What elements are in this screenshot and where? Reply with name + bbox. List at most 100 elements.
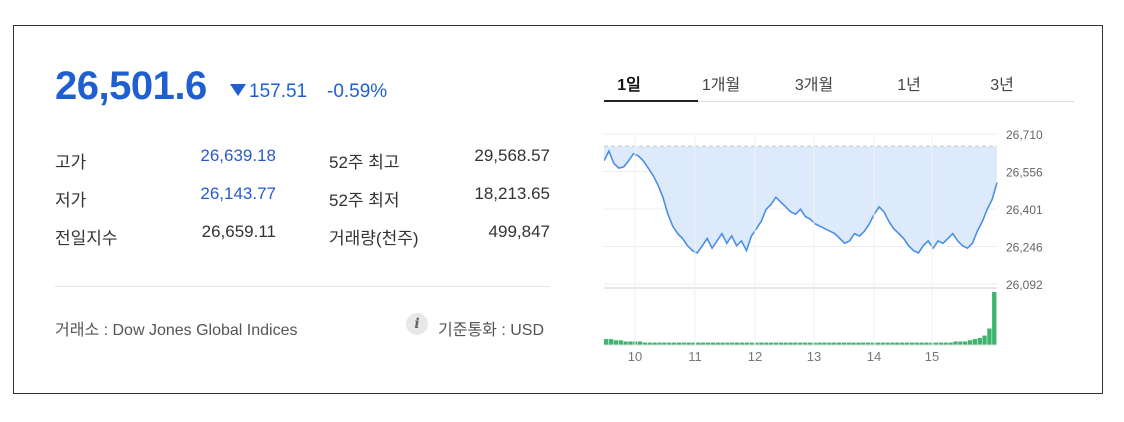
volume-bar <box>739 342 745 345</box>
volume-bar <box>696 342 701 345</box>
volume-bar <box>958 341 963 345</box>
change-points: 157.51 <box>249 81 308 102</box>
volume-bar <box>735 342 740 345</box>
volume-bar <box>788 342 793 345</box>
volume-bar <box>807 342 813 345</box>
low-value: 26,143.77 <box>200 184 276 203</box>
volume-bar <box>972 339 977 345</box>
x-tick-label: 15 <box>925 349 939 364</box>
info-icon[interactable]: i <box>406 313 428 335</box>
volume-bar <box>662 342 667 345</box>
intraday-chart: 26,710.64 26,556.04 26,401.44 26,246.84 26,0… <box>604 128 1044 364</box>
tab-4[interactable]: 3년 <box>990 77 1014 94</box>
high-value: 26,639.18 <box>200 146 276 165</box>
volume-bar <box>938 342 944 345</box>
volume-bar <box>623 341 628 345</box>
volume-bar <box>924 342 929 345</box>
change-percent: -0.59% <box>327 81 388 102</box>
volume-bar <box>604 339 609 345</box>
volume-bar <box>676 342 682 345</box>
volume-bar <box>943 342 948 345</box>
volume-bar <box>608 339 614 345</box>
volume-bar <box>647 342 652 345</box>
volume-bar <box>953 341 958 345</box>
volume-bar <box>759 342 764 345</box>
volume-bar <box>987 328 992 345</box>
volume-bar <box>832 342 837 345</box>
prev-close-value: 26,659.11 <box>201 222 276 241</box>
prev-close-label: 전일지수 <box>55 229 118 248</box>
volume-bar <box>710 342 715 345</box>
y-tick-label: 26,092.24 <box>1006 278 1044 292</box>
volume-bar <box>875 342 880 345</box>
volume-bar <box>817 342 822 345</box>
w52-high-label: 52주 최고 <box>329 153 400 172</box>
volume-bar <box>802 342 808 345</box>
active-tab-indicator <box>604 100 698 102</box>
volume-bar <box>861 342 866 345</box>
volume-bar <box>754 342 759 345</box>
volume-bar <box>730 342 735 345</box>
volume-bar <box>885 342 890 345</box>
tab-underline <box>604 101 1074 102</box>
volume-bar <box>744 342 749 345</box>
volume-bar <box>642 342 648 345</box>
volume-bar <box>798 342 803 345</box>
volume-bar <box>866 342 871 345</box>
volume-bar <box>890 342 895 345</box>
volume-bar <box>773 342 779 345</box>
volume-bar <box>992 292 997 345</box>
down-triangle-icon <box>230 84 246 96</box>
volume-bar <box>880 342 885 345</box>
volume-bar <box>686 342 691 345</box>
volume-bar <box>933 342 939 345</box>
volume-bar <box>963 341 968 345</box>
volume-bar <box>628 341 633 345</box>
volume-bar <box>667 342 672 345</box>
volume-bar <box>671 342 677 345</box>
x-tick-label: 11 <box>688 349 702 364</box>
currency-info: 기준통화 : USD <box>438 322 544 339</box>
volume-bar <box>982 335 987 345</box>
volume-bar <box>778 342 783 345</box>
y-tick-label: 26,246.84 <box>1006 241 1044 255</box>
volume-bar <box>827 342 832 345</box>
volume-label: 거래량(천주) <box>329 229 419 248</box>
volume-bar <box>618 340 623 345</box>
tab-2[interactable]: 3개월 <box>794 77 834 94</box>
volume-bar <box>870 342 876 345</box>
volume-bar <box>769 342 774 345</box>
volume-bar <box>657 342 662 345</box>
y-tick-label: 26,556.04 <box>1006 166 1044 180</box>
volume-bar <box>720 342 725 345</box>
x-tick-label: 10 <box>628 349 642 364</box>
volume-bar <box>613 340 618 345</box>
volume-bar <box>725 342 730 345</box>
divider <box>55 286 550 287</box>
volume-bar <box>681 342 686 345</box>
volume-bar <box>900 342 905 345</box>
volume-bar <box>895 342 900 345</box>
volume-bar <box>914 342 919 345</box>
tab-3[interactable]: 1년 <box>897 77 921 94</box>
volume-bar <box>909 342 914 345</box>
volume-bar <box>793 342 798 345</box>
volume-bar <box>705 342 711 345</box>
x-tick-label: 13 <box>807 349 821 364</box>
volume-bar <box>967 340 973 345</box>
x-tick-label: 14 <box>867 349 881 364</box>
price-area <box>604 146 997 253</box>
index-quote-card: 26,501.6 157.51 -0.59% 고가 26,639.18 52주 … <box>13 25 1103 394</box>
y-tick-label: 26,710.64 <box>1006 128 1044 142</box>
volume-bar <box>836 342 842 345</box>
volume-bar <box>919 342 924 345</box>
tab-0[interactable]: 1일 <box>617 77 641 94</box>
w52-low-label: 52주 최저 <box>329 191 400 210</box>
tab-1[interactable]: 1개월 <box>701 77 741 94</box>
volume-bar <box>652 342 657 345</box>
volume-bar <box>715 342 720 345</box>
volume-bar <box>851 342 856 345</box>
low-label: 저가 <box>55 191 87 210</box>
high-label: 고가 <box>55 153 87 172</box>
volume-bar <box>764 342 769 345</box>
